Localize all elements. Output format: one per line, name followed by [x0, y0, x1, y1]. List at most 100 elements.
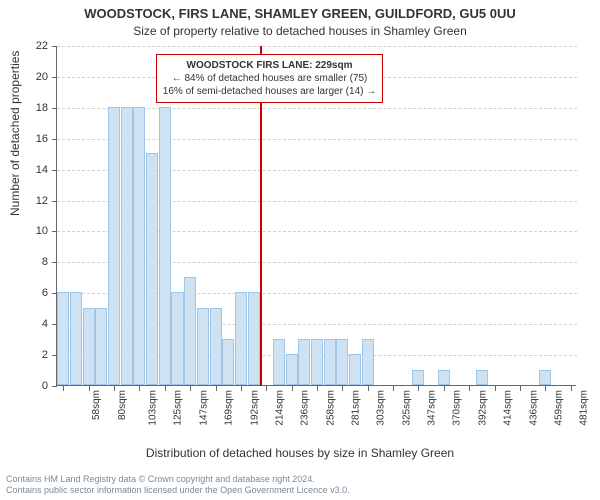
x-tick-label: 459sqm — [554, 390, 565, 426]
x-tick-mark — [571, 386, 572, 391]
bar — [146, 153, 158, 385]
x-tick-label: 147sqm — [198, 390, 209, 426]
bar — [210, 308, 222, 385]
y-tick-mark — [52, 77, 57, 78]
footer-line1: Contains HM Land Registry data © Crown c… — [6, 474, 350, 485]
annotation-line1: ← 84% of detached houses are smaller (75… — [163, 72, 376, 85]
bar — [286, 354, 298, 385]
x-tick-label: 258sqm — [325, 390, 336, 426]
x-tick-label: 103sqm — [148, 390, 159, 426]
x-tick-label: 436sqm — [528, 390, 539, 426]
bar — [57, 292, 69, 385]
y-tick-label: 12 — [8, 195, 48, 207]
bar — [324, 339, 336, 385]
bar — [336, 339, 348, 385]
y-tick-label: 16 — [8, 133, 48, 145]
x-tick-label: 214sqm — [274, 390, 285, 426]
bar — [311, 339, 323, 385]
x-tick-mark — [89, 386, 90, 391]
y-tick-mark — [52, 386, 57, 387]
annotation-line2: 16% of semi-detached houses are larger (… — [163, 85, 376, 98]
x-tick-mark — [114, 386, 115, 391]
x-tick-label: 414sqm — [503, 390, 514, 426]
y-tick-label: 22 — [8, 40, 48, 52]
x-axis-label: Distribution of detached houses by size … — [0, 446, 600, 460]
y-tick-mark — [52, 139, 57, 140]
y-tick-label: 2 — [8, 349, 48, 361]
bar — [412, 370, 424, 385]
x-tick-mark — [520, 386, 521, 391]
y-tick-mark — [52, 231, 57, 232]
bar — [95, 308, 107, 385]
bar — [539, 370, 551, 385]
x-tick-label: 169sqm — [224, 390, 235, 426]
bar — [248, 292, 260, 385]
footer: Contains HM Land Registry data © Crown c… — [6, 474, 350, 496]
bar — [121, 107, 133, 385]
y-tick-mark — [52, 355, 57, 356]
bar — [349, 354, 361, 385]
bar — [108, 107, 120, 385]
x-tick-mark — [216, 386, 217, 391]
y-tick-label: 10 — [8, 225, 48, 237]
bar — [438, 370, 450, 385]
x-tick-mark — [469, 386, 470, 391]
bar — [222, 339, 234, 385]
x-tick-mark — [139, 386, 140, 391]
x-tick-label: 125sqm — [173, 390, 184, 426]
y-tick-label: 4 — [8, 318, 48, 330]
x-tick-label: 58sqm — [91, 390, 102, 420]
y-tick-mark — [52, 324, 57, 325]
x-tick-mark — [317, 386, 318, 391]
plot-wrap: 58sqm80sqm103sqm125sqm147sqm169sqm192sqm… — [56, 46, 576, 386]
bar — [273, 339, 285, 385]
x-tick-label: 347sqm — [427, 390, 438, 426]
x-tick-label: 392sqm — [477, 390, 488, 426]
bar — [197, 308, 209, 385]
y-tick-mark — [52, 46, 57, 47]
x-tick-mark — [266, 386, 267, 391]
bar — [476, 370, 488, 385]
x-tick-label: 281sqm — [351, 390, 362, 426]
bar — [83, 308, 95, 385]
footer-line2: Contains public sector information licen… — [6, 485, 350, 496]
x-tick-label: 370sqm — [452, 390, 463, 426]
y-tick-label: 18 — [8, 102, 48, 114]
y-tick-mark — [52, 262, 57, 263]
x-tick-mark — [393, 386, 394, 391]
plot-area: 58sqm80sqm103sqm125sqm147sqm169sqm192sqm… — [56, 46, 576, 386]
x-tick-mark — [190, 386, 191, 391]
x-tick-label: 236sqm — [300, 390, 311, 426]
x-tick-label: 481sqm — [579, 390, 590, 426]
y-tick-mark — [52, 201, 57, 202]
x-tick-label: 325sqm — [401, 390, 412, 426]
x-tick-mark — [342, 386, 343, 391]
x-tick-mark — [165, 386, 166, 391]
y-tick-label: 20 — [8, 71, 48, 83]
bar — [235, 292, 247, 385]
chart-title: WOODSTOCK, FIRS LANE, SHAMLEY GREEN, GUI… — [0, 0, 600, 22]
y-tick-label: 8 — [8, 256, 48, 268]
chart-subtitle: Size of property relative to detached ho… — [0, 22, 600, 42]
x-tick-mark — [444, 386, 445, 391]
x-tick-mark — [63, 386, 64, 391]
bar — [133, 107, 145, 385]
grid-line — [57, 46, 577, 47]
x-tick-mark — [495, 386, 496, 391]
y-tick-mark — [52, 108, 57, 109]
x-tick-mark — [545, 386, 546, 391]
bar — [159, 107, 171, 385]
y-tick-label: 6 — [8, 287, 48, 299]
annotation-title: WOODSTOCK FIRS LANE: 229sqm — [163, 59, 376, 72]
y-tick-mark — [52, 293, 57, 294]
bar — [298, 339, 310, 385]
x-tick-mark — [241, 386, 242, 391]
bar — [171, 292, 183, 385]
x-tick-label: 303sqm — [376, 390, 387, 426]
annotation-box: WOODSTOCK FIRS LANE: 229sqm← 84% of deta… — [156, 54, 383, 103]
bar — [362, 339, 374, 385]
y-tick-mark — [52, 170, 57, 171]
x-tick-mark — [368, 386, 369, 391]
x-tick-mark — [292, 386, 293, 391]
x-tick-mark — [418, 386, 419, 391]
